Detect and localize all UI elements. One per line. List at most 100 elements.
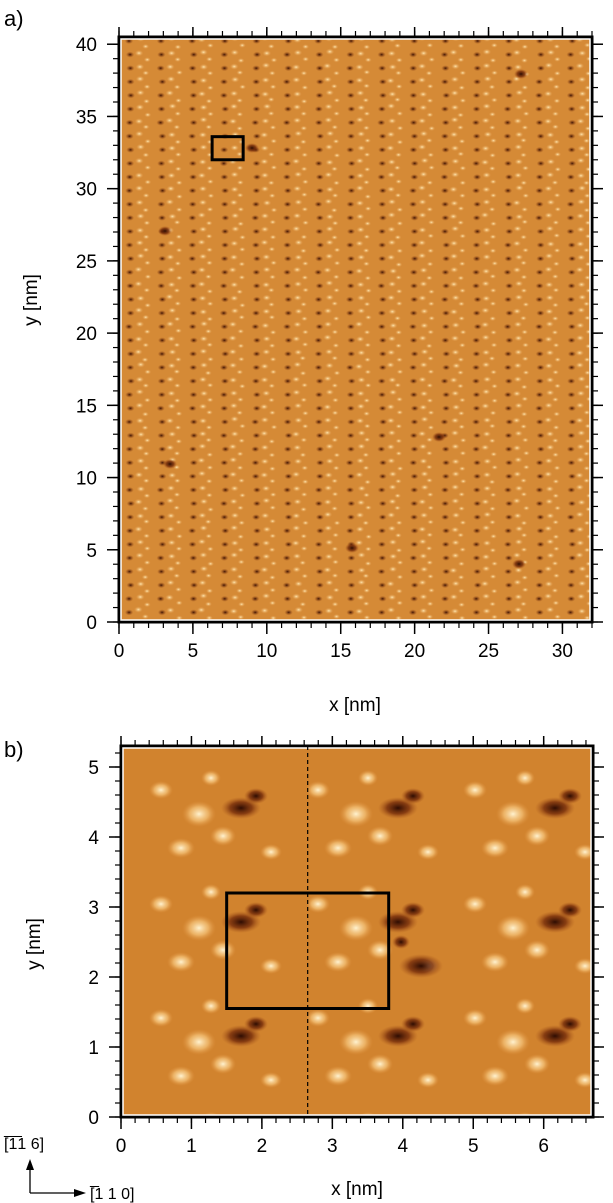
stm-dark-feature (125, 242, 134, 249)
stm-bright-feature (418, 443, 428, 450)
stm-bright-feature (418, 404, 428, 411)
stm-bright-feature (261, 579, 271, 587)
stm-bright-feature (387, 335, 397, 342)
stm-bright-feature (260, 322, 270, 329)
stm-bright-feature (426, 573, 435, 580)
direction-horizontal-label: [̅1 1 0] (89, 1185, 134, 1203)
stm-bright-feature (205, 533, 213, 539)
stm-dark-feature (377, 310, 387, 317)
stm-bright-feature (136, 295, 146, 302)
stm-bright-feature (300, 98, 308, 104)
stm-bright-feature (228, 118, 238, 125)
stm-bright-feature (268, 70, 276, 76)
stm-bright-feature (543, 104, 553, 111)
stm-bright-feature (583, 465, 591, 471)
stm-dark-feature (221, 1139, 261, 1161)
stm-dark-feature (315, 146, 324, 153)
stm-bright-feature (301, 341, 309, 348)
stm-bright-feature (363, 614, 371, 621)
stm-bright-feature (363, 397, 371, 404)
stm-dark-feature (408, 323, 418, 330)
stm-dark-feature (534, 405, 544, 412)
stm-bright-feature (354, 320, 364, 328)
a-ytick-label: 10 (76, 469, 97, 490)
stm-bright-feature (387, 376, 397, 384)
stm-bright-feature (514, 103, 524, 111)
stm-bright-feature (513, 172, 523, 179)
stm-bright-feature (230, 144, 240, 151)
stm-bright-feature (143, 287, 151, 293)
stm-bright-feature (544, 62, 554, 69)
stm-dark-feature (220, 337, 229, 344)
stm-bright-feature (520, 288, 528, 294)
stm-bright-feature (609, 362, 613, 368)
stm-bright-feature (577, 499, 587, 506)
stm-bright-feature (197, 579, 207, 586)
stm-bright-feature (582, 138, 591, 144)
stm-bright-feature (513, 376, 523, 383)
stm-dark-feature (535, 418, 544, 425)
stm-bright-feature (459, 478, 467, 484)
b-xtick-label: 5 (468, 1136, 479, 1157)
stm-bright-feature (489, 234, 497, 240)
stm-dark-feature (125, 459, 135, 466)
stm-dark-feature (599, 52, 607, 58)
stm-bright-feature (362, 97, 370, 103)
stm-dark-feature (283, 595, 292, 602)
stm-bright-feature (426, 112, 434, 118)
stm-bright-feature (582, 180, 591, 186)
stm-bright-feature (387, 90, 397, 98)
stm-bright-feature (419, 50, 429, 57)
stm-dark-feature (156, 119, 165, 126)
stm-dark-feature (536, 65, 546, 72)
stm-dark-feature (126, 296, 136, 303)
stm-bright-feature (546, 158, 556, 165)
stm-bright-feature (553, 247, 561, 254)
stm-dark-feature (283, 378, 292, 385)
stm-bright-feature (331, 355, 339, 361)
stm-bright-feature (167, 281, 177, 288)
stm-dark-feature (188, 214, 197, 221)
stm-bright-feature (166, 390, 176, 397)
stm-bright-feature (583, 152, 591, 158)
stm-bright-feature (459, 437, 467, 443)
stm-dark-feature (346, 568, 355, 575)
stm-bright-feature (175, 533, 184, 539)
stm-bright-feature (261, 76, 271, 84)
stm-dark-feature (441, 473, 450, 480)
stm-bright-feature (364, 342, 372, 348)
stm-bright-feature (268, 193, 276, 199)
stm-dark-feature (244, 674, 268, 690)
stm-bright-feature (545, 606, 555, 613)
stm-dark-feature (441, 554, 451, 561)
stm-bright-feature (302, 56, 310, 62)
stm-bright-feature (331, 382, 339, 389)
stm-dark-feature (472, 609, 481, 616)
stm-bright-feature (229, 551, 239, 559)
stm-bright-feature (143, 329, 151, 335)
stm-bright-feature (292, 103, 302, 111)
stm-dark-feature (187, 527, 197, 534)
stm-dark-feature (472, 527, 482, 534)
stm-bright-feature (205, 437, 213, 443)
stm-dark-feature (156, 92, 166, 99)
stm-bright-feature (512, 579, 522, 586)
stm-bright-feature (426, 248, 435, 254)
stm-bright-feature (496, 687, 530, 713)
stm-dark-feature (315, 514, 325, 521)
stm-bright-feature (173, 287, 181, 294)
stm-bright-feature (513, 63, 523, 71)
stm-bright-feature (333, 152, 341, 158)
stm-dark-feature (567, 242, 576, 249)
stm-bright-feature (44, 998, 64, 1014)
stm-dark-feature (347, 174, 356, 181)
stm-bright-feature (522, 450, 530, 456)
stm-dark-feature (347, 582, 356, 589)
stm-bright-feature (576, 226, 586, 233)
stm-bright-feature (198, 226, 208, 233)
stm-bright-feature (301, 206, 309, 212)
stm-bright-feature (363, 437, 371, 443)
stm-bright-feature (204, 601, 213, 607)
stm-bright-feature (480, 580, 490, 587)
stm-bright-feature (141, 357, 149, 363)
